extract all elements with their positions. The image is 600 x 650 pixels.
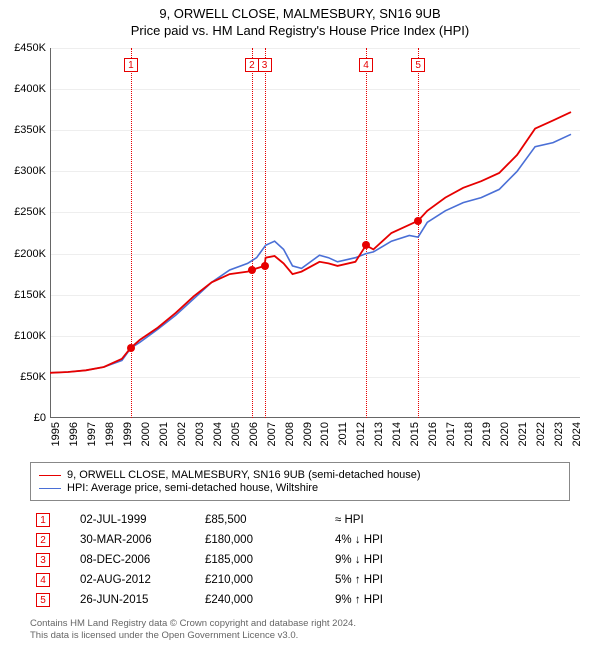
- x-tick-label: 2021: [517, 422, 529, 446]
- legend: 9, ORWELL CLOSE, MALMESBURY, SN16 9UB (s…: [30, 462, 570, 501]
- y-tick-label: £150K: [0, 289, 46, 301]
- x-tick-label: 2023: [553, 422, 565, 446]
- x-tick-label: 1995: [50, 422, 62, 446]
- y-tick-label: £100K: [0, 330, 46, 342]
- transactions-table: 1 02-JUL-1999 £85,500 ≈ HPI 2 30-MAR-2006 £180…: [30, 510, 570, 610]
- x-tick-label: 2000: [140, 422, 152, 446]
- x-tick-label: 2010: [319, 422, 331, 446]
- x-tick-label: 2011: [337, 422, 349, 446]
- y-tick-label: £250K: [0, 206, 46, 218]
- footer-attribution: Contains HM Land Registry data © Crown c…: [30, 618, 356, 642]
- transaction-date: 02-JUL-1999: [60, 514, 195, 526]
- x-tick-label: 2004: [212, 422, 224, 446]
- x-tick-label: 2019: [481, 422, 493, 446]
- transaction-dot: [127, 344, 135, 352]
- x-tick-label: 2016: [427, 422, 439, 446]
- x-tick-label: 2003: [194, 422, 206, 446]
- x-tick-label: 2024: [571, 422, 583, 446]
- y-tick-label: £450K: [0, 42, 46, 54]
- transaction-vs-hpi: 5% ↑ HPI: [335, 574, 455, 586]
- transaction-marker-label: 4: [359, 58, 373, 72]
- x-tick-label: 2017: [445, 422, 457, 446]
- x-tick-label: 1998: [104, 422, 116, 446]
- transactions-row: 3 08-DEC-2006 £185,000 9% ↓ HPI: [30, 550, 570, 570]
- transaction-index-box: 4: [36, 573, 50, 587]
- transaction-index-box: 5: [36, 593, 50, 607]
- transaction-vs-hpi: ≈ HPI: [335, 514, 455, 526]
- transaction-marker-label: 3: [258, 58, 272, 72]
- x-tick-label: 2002: [176, 422, 188, 446]
- price-line: [50, 112, 571, 373]
- x-tick-label: 2022: [535, 422, 547, 446]
- footer-line-1: Contains HM Land Registry data © Crown c…: [30, 618, 356, 630]
- x-tick-label: 2013: [373, 422, 385, 446]
- x-tick-label: 2006: [248, 422, 260, 446]
- transaction-vs-hpi: 4% ↓ HPI: [335, 534, 455, 546]
- y-tick-label: £50K: [0, 371, 46, 383]
- legend-swatch: [39, 475, 61, 476]
- transaction-dot: [362, 241, 370, 249]
- transaction-price: £185,000: [205, 554, 325, 566]
- transactions-row: 2 30-MAR-2006 £180,000 4% ↓ HPI: [30, 530, 570, 550]
- transaction-vs-hpi: 9% ↑ HPI: [335, 594, 455, 606]
- legend-label: HPI: Average price, semi-detached house,…: [67, 482, 318, 494]
- y-tick-label: £350K: [0, 124, 46, 136]
- transaction-dot: [414, 217, 422, 225]
- transaction-index-box: 3: [36, 553, 50, 567]
- transactions-row: 5 26-JUN-2015 £240,000 9% ↑ HPI: [30, 590, 570, 610]
- transaction-vs-hpi: 9% ↓ HPI: [335, 554, 455, 566]
- hpi-line: [50, 134, 571, 372]
- legend-swatch: [39, 488, 61, 489]
- x-tick-label: 2012: [355, 422, 367, 446]
- transaction-date: 02-AUG-2012: [60, 574, 195, 586]
- legend-label: 9, ORWELL CLOSE, MALMESBURY, SN16 9UB (s…: [67, 469, 421, 481]
- transaction-index-box: 1: [36, 513, 50, 527]
- x-tick-label: 2008: [284, 422, 296, 446]
- legend-row: 9, ORWELL CLOSE, MALMESBURY, SN16 9UB (s…: [39, 469, 561, 481]
- x-tick-label: 2009: [302, 422, 314, 446]
- chart-lines: [50, 48, 580, 418]
- x-tick-label: 2020: [499, 422, 511, 446]
- x-tick-label: 2001: [158, 422, 170, 446]
- page-title: 9, ORWELL CLOSE, MALMESBURY, SN16 9UB: [0, 6, 600, 21]
- x-tick-label: 1996: [68, 422, 80, 446]
- transactions-row: 1 02-JUL-1999 £85,500 ≈ HPI: [30, 510, 570, 530]
- x-tick-label: 2007: [266, 422, 278, 446]
- transaction-index-box: 2: [36, 533, 50, 547]
- footer-line-2: This data is licensed under the Open Gov…: [30, 630, 356, 642]
- transaction-dot: [261, 262, 269, 270]
- y-tick-label: £300K: [0, 165, 46, 177]
- transaction-date: 26-JUN-2015: [60, 594, 195, 606]
- transaction-dot: [248, 266, 256, 274]
- transaction-marker-label: 5: [411, 58, 425, 72]
- y-tick-label: £0: [0, 412, 46, 424]
- legend-row: HPI: Average price, semi-detached house,…: [39, 482, 561, 494]
- page-subtitle: Price paid vs. HM Land Registry's House …: [0, 23, 600, 38]
- x-tick-label: 2015: [409, 422, 421, 446]
- transaction-date: 30-MAR-2006: [60, 534, 195, 546]
- x-tick-label: 2014: [391, 422, 403, 446]
- transaction-price: £240,000: [205, 594, 325, 606]
- x-tick-label: 2005: [230, 422, 242, 446]
- x-tick-label: 2018: [463, 422, 475, 446]
- transaction-date: 08-DEC-2006: [60, 554, 195, 566]
- transaction-price: £85,500: [205, 514, 325, 526]
- transaction-price: £180,000: [205, 534, 325, 546]
- transaction-price: £210,000: [205, 574, 325, 586]
- transactions-row: 4 02-AUG-2012 £210,000 5% ↑ HPI: [30, 570, 570, 590]
- transaction-marker-label: 1: [124, 58, 138, 72]
- y-tick-label: £200K: [0, 248, 46, 260]
- x-tick-label: 1997: [86, 422, 98, 446]
- y-tick-label: £400K: [0, 83, 46, 95]
- x-tick-label: 1999: [122, 422, 134, 446]
